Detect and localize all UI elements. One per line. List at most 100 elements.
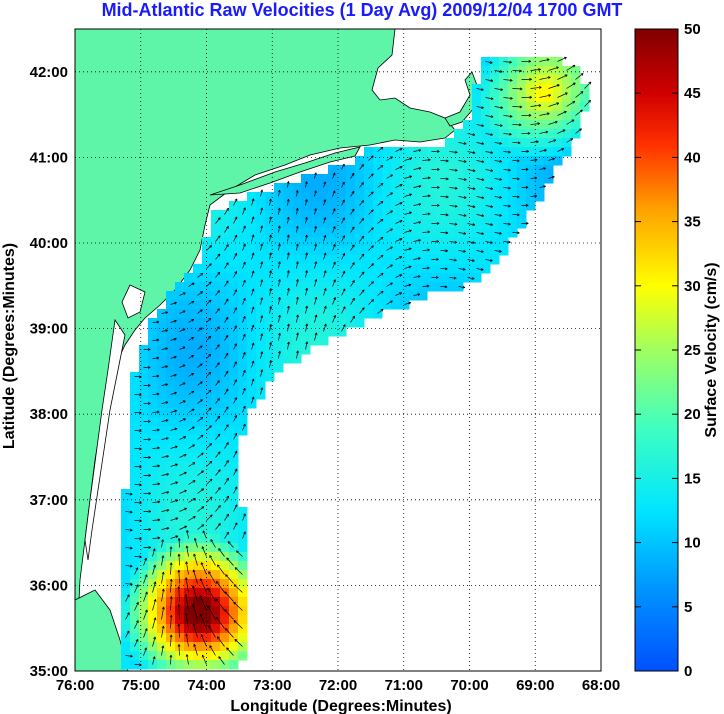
velocity-cell <box>544 165 554 175</box>
velocity-cell <box>400 201 410 211</box>
velocity-cell <box>238 237 248 247</box>
velocity-arrow <box>557 129 566 134</box>
velocity-arrow <box>125 612 130 620</box>
velocity-arrow-head <box>296 350 299 353</box>
velocity-cell <box>193 444 203 454</box>
velocity-arrow <box>227 541 234 548</box>
velocity-arrow-head <box>126 612 130 615</box>
velocity-arrow-head <box>165 401 169 403</box>
velocity-cell <box>346 318 356 328</box>
velocity-cell <box>301 201 311 211</box>
velocity-cell <box>310 246 320 256</box>
velocity-cell <box>193 390 203 400</box>
velocity-arrow-head <box>234 325 237 328</box>
velocity-arrow-head <box>157 464 160 467</box>
velocity-arrow <box>458 232 466 235</box>
velocity-cell <box>148 381 158 391</box>
velocity-cell <box>382 219 392 229</box>
velocity-arrow-head <box>528 59 531 62</box>
velocity-arrow-head <box>295 190 298 193</box>
velocity-cell <box>229 651 239 661</box>
velocity-arrow <box>233 253 238 260</box>
velocity-cell <box>229 462 239 472</box>
velocity-arrow <box>188 373 194 377</box>
velocity-cell <box>364 210 374 220</box>
velocity-arrow <box>224 353 229 359</box>
velocity-arrow <box>260 387 263 395</box>
velocity-cell <box>454 273 464 283</box>
velocity-cell <box>346 255 356 265</box>
velocity-arrow-head <box>130 492 133 495</box>
velocity-cell <box>553 84 563 94</box>
velocity-cell <box>427 210 437 220</box>
velocity-arrow <box>314 314 317 323</box>
velocity-cell <box>373 147 383 157</box>
velocity-arrow-head <box>361 307 365 310</box>
velocity-cell <box>247 219 257 229</box>
velocity-arrow <box>287 341 290 350</box>
velocity-cell <box>535 138 545 148</box>
velocity-arrow <box>224 370 229 377</box>
velocity-cell <box>139 597 149 607</box>
velocity-arrow <box>215 308 220 314</box>
velocity-arrow <box>287 288 290 296</box>
velocity-arrow <box>134 584 139 593</box>
velocity-arrow-head <box>260 315 263 318</box>
velocity-arrow <box>458 250 466 253</box>
velocity-cell <box>229 300 239 310</box>
velocity-arrow <box>395 292 402 296</box>
velocity-cell <box>130 597 140 607</box>
velocity-arrow <box>359 307 365 314</box>
velocity-arrow <box>314 296 317 305</box>
velocity-arrow <box>305 252 308 260</box>
velocity-cell <box>229 372 239 382</box>
velocity-arrow <box>134 620 139 629</box>
velocity-arrow <box>305 305 308 314</box>
velocity-cell <box>238 327 248 337</box>
velocity-cell <box>337 165 347 175</box>
velocity-cell <box>139 480 149 490</box>
colorbar-tick-label: 25 <box>684 342 701 359</box>
velocity-cell <box>445 192 455 202</box>
velocity-arrow <box>188 462 196 467</box>
velocity-cell <box>274 219 284 229</box>
velocity-cell <box>256 336 266 346</box>
velocity-arrow <box>404 175 412 179</box>
velocity-arrow-head <box>508 222 511 225</box>
velocity-arrow <box>179 418 186 422</box>
velocity-arrow <box>539 113 550 116</box>
velocity-cell <box>166 471 176 481</box>
velocity-cell <box>256 318 266 328</box>
velocity-cell <box>409 156 419 166</box>
velocity-arrow <box>278 261 281 269</box>
velocity-arrow-head <box>166 455 169 457</box>
velocity-cell <box>220 579 230 589</box>
velocity-arrow-head <box>490 115 494 118</box>
velocity-arrow <box>233 343 237 350</box>
velocity-arrow <box>125 511 133 513</box>
velocity-arrow <box>224 388 229 395</box>
velocity-arrow <box>494 142 502 145</box>
velocity-cell <box>274 246 284 256</box>
velocity-cell <box>400 219 410 229</box>
velocity-arrow <box>224 298 229 305</box>
velocity-arrow-head <box>417 275 421 277</box>
velocity-arrow <box>530 86 542 89</box>
velocity-cell <box>211 210 221 220</box>
velocity-cell <box>283 246 293 256</box>
velocity-arrow <box>449 205 458 207</box>
lon-tick-label: 72:00 <box>319 677 357 694</box>
velocity-arrow-head <box>153 564 156 568</box>
velocity-cell <box>283 219 293 229</box>
velocity-cell <box>229 507 239 517</box>
velocity-cell <box>319 300 329 310</box>
velocity-cell <box>265 237 275 247</box>
velocity-cell <box>220 417 230 427</box>
velocity-cell <box>211 597 221 607</box>
velocity-cell <box>148 345 158 355</box>
velocity-arrow-head <box>472 205 476 208</box>
velocity-arrow-head <box>525 185 529 188</box>
velocity-arrow-head <box>525 221 529 224</box>
velocity-arrow-head <box>152 548 155 551</box>
